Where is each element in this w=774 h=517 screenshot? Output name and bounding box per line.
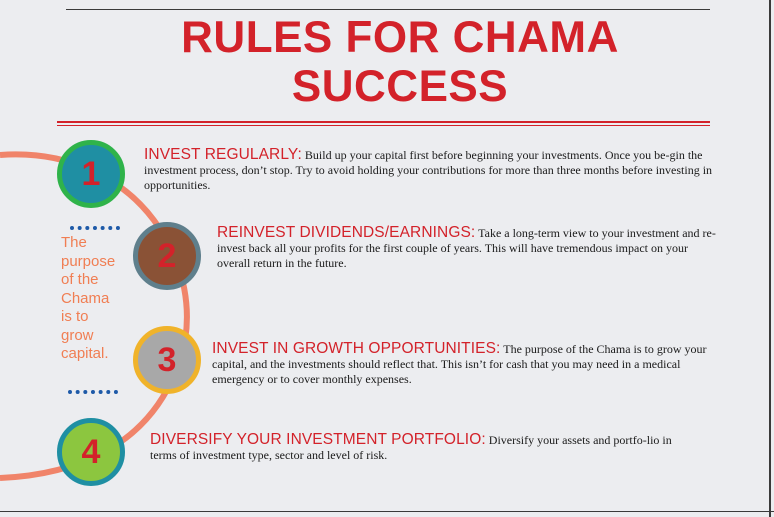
rule-3-body: The purpose of the Chama is to grow your…: [212, 342, 707, 386]
pull-quote-line: Chama: [61, 289, 110, 307]
pull-quote-line: of the: [61, 271, 99, 288]
rule-4-body: Diversify your assets and portfo-lio in …: [150, 433, 672, 462]
rule-1-block: INVEST REGULARLY: Build up your capital …: [144, 147, 716, 193]
bottom-divider: [0, 511, 774, 512]
title-underline-thin: [57, 125, 710, 126]
rule-3-heading: INVEST IN GROWTH OPPORTUNITIES:: [212, 340, 501, 357]
rule-number-3: 3: [157, 340, 177, 379]
rule-4-block: DIVERSIFY YOUR INVESTMENT PORTFOLIO: Div…: [150, 432, 678, 463]
pull-quote-line: The: [61, 234, 87, 251]
right-border: [769, 0, 771, 517]
rule-3-block: INVEST IN GROWTH OPPORTUNITIES: The purp…: [212, 341, 716, 387]
pull-quote-line: purpose: [61, 252, 116, 270]
rule-number-1-circle: 1: [57, 140, 125, 208]
rule-number-1: 1: [81, 154, 101, 193]
dotted-separator-top: [70, 226, 120, 230]
rule-number-2: 2: [157, 236, 177, 275]
title-underline: [57, 121, 710, 123]
rule-number-4-circle: 4: [57, 418, 125, 486]
rule-1-body: Build up your capital first before begin…: [144, 148, 713, 192]
title-line-2: SUCCESS: [291, 60, 509, 111]
pull-quote-line: is to: [61, 308, 89, 325]
rule-4-heading: DIVERSIFY YOUR INVESTMENT PORTFOLIO:: [150, 431, 486, 448]
pull-quote-line: capital.: [61, 345, 109, 362]
rule-1-heading: INVEST REGULARLY:: [144, 146, 302, 163]
pull-quote: The purpose of the Chama is to grow capi…: [61, 234, 131, 364]
pull-quote-line: grow: [61, 326, 94, 344]
dotted-separator-bottom: [68, 390, 118, 394]
rule-number-4: 4: [81, 432, 101, 471]
rule-2-heading: REINVEST DIVIDENDS/EARNINGS:: [217, 224, 476, 241]
title-line-1: RULES FOR CHAMA: [181, 12, 619, 62]
top-divider: [66, 9, 710, 10]
rule-2-body: Take a long-term view to your investment…: [217, 226, 716, 270]
page-title: RULES FOR CHAMA SUCCESS: [60, 13, 740, 111]
rule-number-3-circle: 3: [133, 326, 201, 394]
rule-number-2-circle: 2: [133, 222, 201, 290]
rule-2-block: REINVEST DIVIDENDS/EARNINGS: Take a long…: [217, 225, 717, 271]
